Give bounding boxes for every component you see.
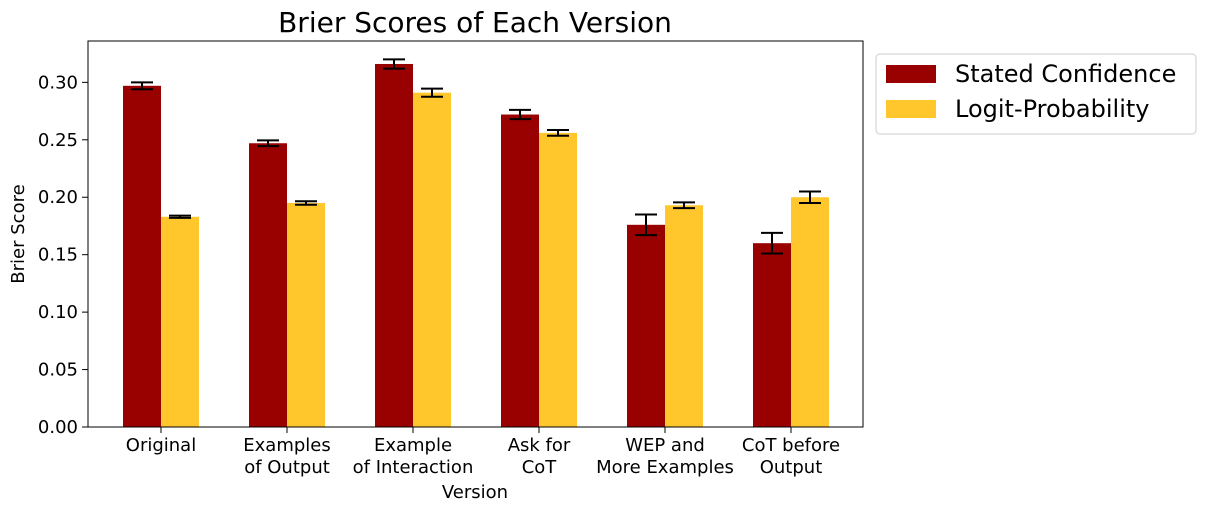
bar-logit-probability-0 xyxy=(161,216,199,427)
bar-logit-probability-2 xyxy=(413,92,451,428)
error-bar xyxy=(673,201,695,210)
legend: Stated Confidence Logit-Probability xyxy=(875,53,1197,135)
y-tick-label: 0.30 xyxy=(38,72,78,93)
bar-logit-probability-3 xyxy=(539,132,577,427)
x-axis: Original Examples of Output Example of Inter… xyxy=(126,427,840,478)
y-axis: 0.00 0.05 0.10 0.15 0.20 0.25 0.30 xyxy=(38,72,88,438)
legend-label-logit-probability: Logit-Probability xyxy=(955,95,1149,123)
bar-logit-probability-5 xyxy=(791,197,829,427)
x-tick-label: Example of Interaction xyxy=(353,435,474,478)
error-bar xyxy=(761,231,783,255)
x-axis-label: Version xyxy=(442,482,508,503)
bars-layer xyxy=(123,63,829,428)
x-tick-label: Original xyxy=(126,435,196,456)
error-bar xyxy=(295,200,317,206)
error-bar xyxy=(547,129,569,137)
bar-stated-confidence-4 xyxy=(627,224,665,427)
error-bars-layer xyxy=(131,58,821,255)
bar-logit-probability-1 xyxy=(287,202,325,427)
legend-label-stated-confidence: Stated Confidence xyxy=(955,60,1176,88)
chart-title: Brier Scores of Each Version xyxy=(278,6,672,39)
legend-swatch-stated-confidence xyxy=(886,65,936,83)
y-tick-label: 0.10 xyxy=(38,302,78,323)
bar-stated-confidence-1 xyxy=(249,143,287,427)
y-tick-label: 0.05 xyxy=(38,360,78,381)
error-bar xyxy=(635,213,657,237)
legend-frame xyxy=(875,53,1197,135)
error-bar xyxy=(799,190,821,204)
bar-logit-probability-4 xyxy=(665,205,703,427)
error-bar xyxy=(169,214,191,219)
y-tick-label: 0.15 xyxy=(38,245,78,266)
y-tick-label: 0.20 xyxy=(38,187,78,208)
x-tick-label: Ask for CoT xyxy=(508,435,571,478)
error-bar xyxy=(509,108,531,121)
x-tick-label: Examples of Output xyxy=(243,435,330,478)
x-tick-label: CoT before Output xyxy=(742,435,840,478)
bar-stated-confidence-3 xyxy=(501,114,539,428)
y-axis-label: Brier Score xyxy=(8,184,29,283)
error-bar xyxy=(383,58,405,70)
x-tick-label: WEP and More Examples xyxy=(596,435,734,478)
legend-swatch-logit-probability xyxy=(886,100,936,118)
y-tick-label: 0.00 xyxy=(38,417,78,438)
plot-frame xyxy=(87,40,864,428)
bar-stated-confidence-0 xyxy=(123,85,161,427)
y-tick-label: 0.25 xyxy=(38,130,78,151)
error-bar xyxy=(421,87,443,98)
bar-stated-confidence-5 xyxy=(753,243,791,427)
error-bar xyxy=(257,139,279,148)
error-bar xyxy=(131,81,153,91)
bar-stated-confidence-2 xyxy=(375,63,413,427)
